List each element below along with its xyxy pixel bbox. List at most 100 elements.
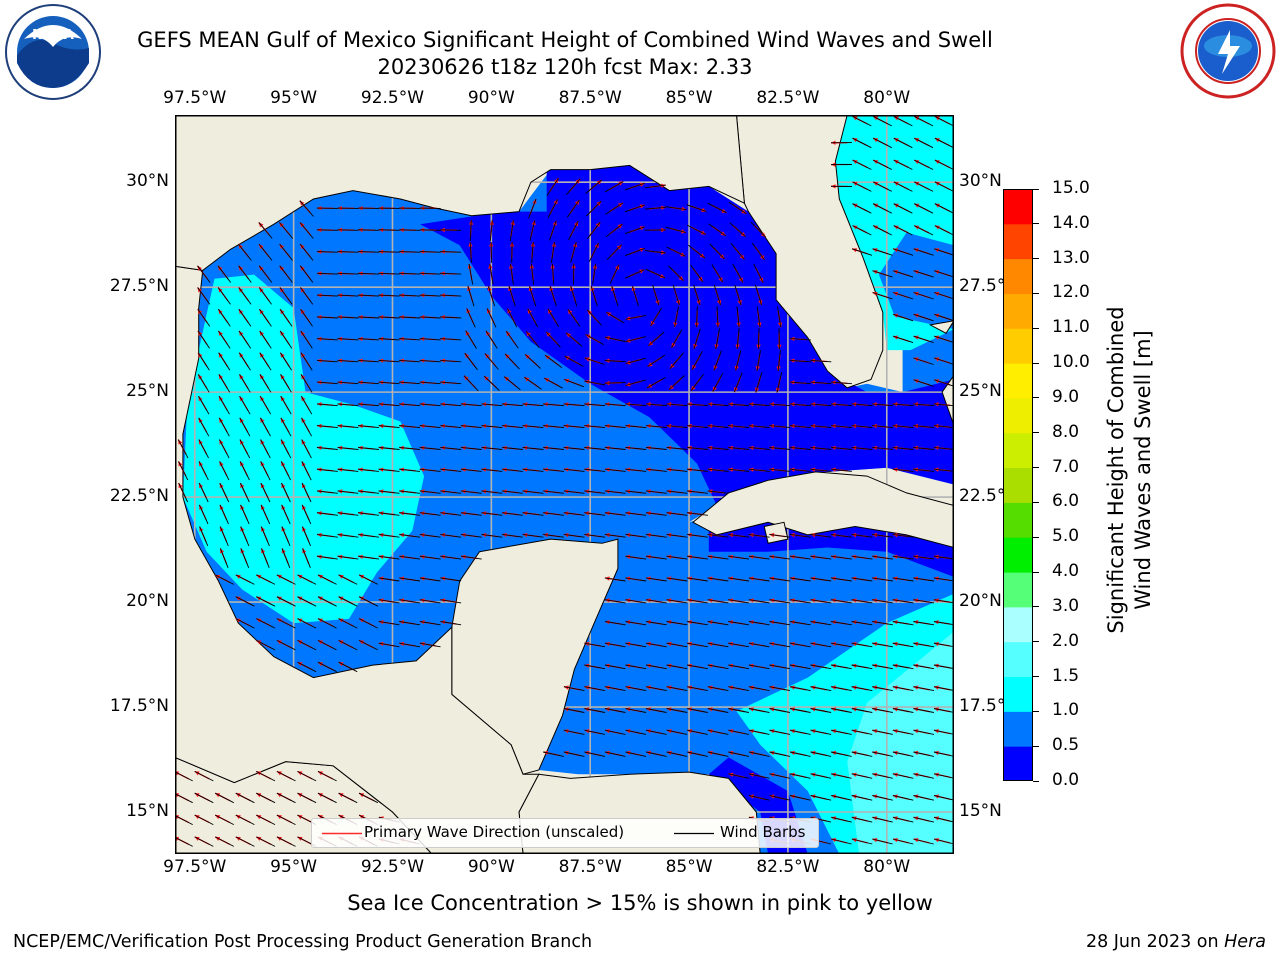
wind-barb — [489, 263, 494, 285]
wind-barb — [777, 306, 782, 328]
wind-barb — [337, 338, 359, 341]
wind-barb — [300, 287, 314, 305]
wind-barb — [563, 751, 585, 757]
wind-barb — [893, 203, 913, 214]
wind-barb — [913, 838, 934, 845]
wind-barb — [777, 350, 781, 371]
wind-barb — [872, 555, 893, 560]
wind-barb — [789, 555, 811, 560]
wind-barb — [510, 263, 514, 285]
wind-barb — [687, 642, 708, 648]
wind-barb — [707, 599, 729, 604]
colorbar-tick-mark — [1033, 676, 1039, 678]
wind-barb — [570, 285, 578, 307]
wind-barb — [358, 294, 380, 297]
wind-barb — [337, 294, 359, 297]
wind-barb — [668, 375, 685, 390]
wind-barb — [316, 446, 338, 450]
wind-barb — [831, 751, 852, 757]
wind-barb — [748, 555, 770, 560]
wind-barb — [748, 468, 770, 472]
wind-barb — [378, 533, 400, 538]
wind-barb — [604, 490, 626, 494]
wind-barb-legend-label: Wind Barbs — [720, 823, 806, 841]
wind-barb — [756, 306, 761, 328]
wind-barb — [831, 446, 852, 450]
wind-barb — [505, 330, 519, 349]
wind-barb — [260, 417, 271, 437]
wind-barb — [646, 729, 667, 735]
wind-barb — [872, 203, 893, 214]
wind-barb — [338, 639, 358, 651]
wind-barb — [584, 403, 606, 407]
wind-barb — [317, 596, 337, 607]
wind-barb — [851, 664, 873, 670]
wind-barb — [419, 403, 441, 407]
wind-barb — [913, 773, 934, 779]
wind-barb — [604, 599, 626, 604]
wind-barb — [789, 338, 811, 341]
wind-barb — [688, 244, 706, 259]
wind-barb — [543, 403, 565, 407]
wind-barb — [194, 836, 214, 847]
wind-barb — [769, 773, 791, 779]
atlantic-inner-band — [878, 232, 954, 330]
wind-barb — [769, 425, 791, 429]
wind-barb — [687, 403, 708, 407]
wind-barb — [666, 577, 688, 582]
wind-barb — [440, 251, 462, 253]
wind-barb — [913, 729, 934, 735]
wind-barb — [584, 533, 606, 538]
wind-barb — [465, 330, 477, 349]
wind-barb — [504, 353, 520, 370]
lat-label-right: 15°N — [959, 801, 1002, 821]
wind-barb — [625, 468, 647, 472]
wind-barb — [279, 265, 293, 283]
wind-barb — [748, 664, 770, 670]
wind-barb — [239, 395, 251, 415]
wind-barb — [197, 309, 211, 327]
wind-barb — [750, 221, 766, 238]
wind-barb — [604, 425, 626, 429]
wind-barb — [260, 504, 271, 525]
wind-barb — [235, 836, 255, 847]
colorbar-tick-label: 6.0 — [1052, 491, 1080, 512]
wind-barb — [652, 284, 660, 306]
wind-barb — [625, 751, 647, 757]
wind-barb — [933, 708, 954, 713]
wind-barb — [399, 490, 421, 494]
wind-barb — [297, 639, 317, 651]
wind-barb — [645, 268, 666, 279]
wind-barb — [736, 306, 740, 328]
wind-barb — [913, 335, 934, 344]
wind-barb — [625, 599, 647, 604]
wind-barb — [769, 555, 791, 560]
wind-barb — [851, 533, 873, 538]
wind-barb — [563, 490, 585, 494]
wind-barb — [565, 332, 583, 347]
wind-barb — [728, 555, 750, 560]
wind-barb — [625, 379, 647, 386]
wind-barb — [338, 618, 358, 629]
wind-barb — [522, 446, 544, 450]
wind-barb — [831, 621, 852, 626]
wind-barb — [625, 403, 647, 407]
wind-barb — [567, 309, 581, 327]
wind-barb — [913, 686, 935, 692]
wind-barb — [316, 272, 338, 275]
wind-barb — [378, 446, 400, 450]
wind-barb — [748, 446, 770, 450]
wind-barb — [769, 577, 791, 582]
wind-barb — [789, 621, 811, 626]
wind-barb — [666, 446, 688, 450]
wind-barb — [851, 248, 873, 256]
wind-barb — [644, 184, 666, 189]
wind-barb — [712, 372, 724, 392]
wind-barb — [831, 708, 852, 713]
wind-barb — [707, 533, 729, 538]
wind-barb — [485, 330, 498, 349]
wind-barb — [214, 574, 235, 585]
wind-barb — [337, 533, 359, 538]
wind-barb — [239, 482, 250, 503]
wind-barb — [913, 468, 935, 472]
